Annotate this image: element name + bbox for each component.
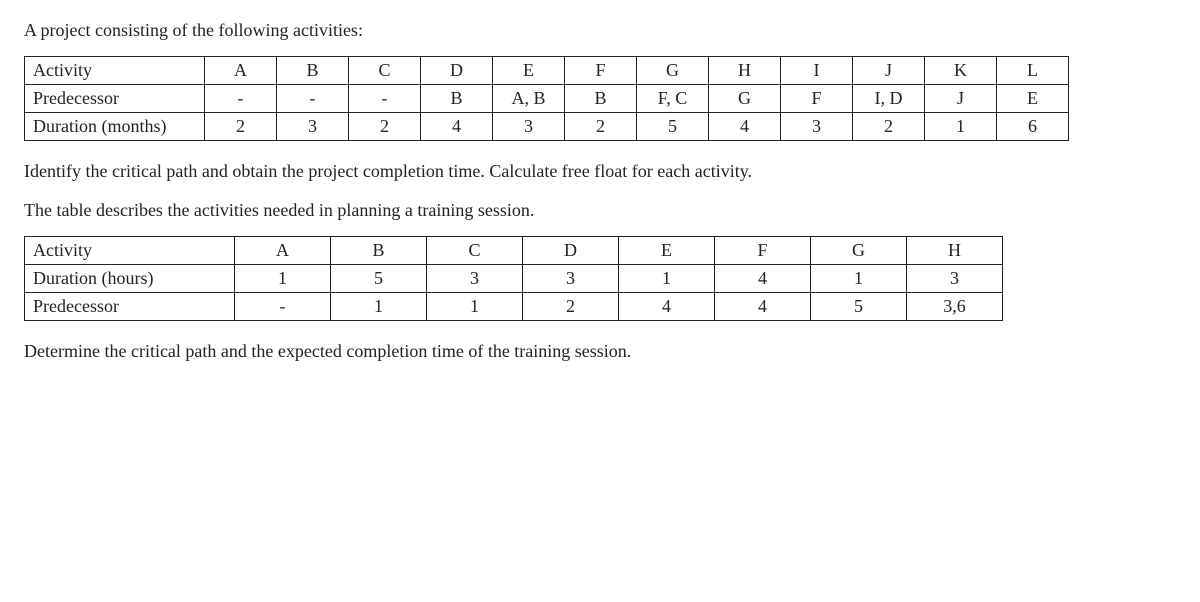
cell: 3 xyxy=(781,113,853,141)
cell: G xyxy=(709,85,781,113)
cell: B xyxy=(565,85,637,113)
cell: F xyxy=(715,236,811,264)
activities-table-2: Activity A B C D E F G H Duration (hours… xyxy=(24,236,1003,321)
cell: 4 xyxy=(715,292,811,320)
cell: K xyxy=(925,57,997,85)
activities-table-1: Activity A B C D E F G H I J K L Predece… xyxy=(24,56,1069,141)
cell: E xyxy=(493,57,565,85)
table-row: Duration (hours) 1 5 3 3 1 4 1 3 xyxy=(25,264,1003,292)
cell: A xyxy=(235,236,331,264)
cell: B xyxy=(421,85,493,113)
cell: E xyxy=(619,236,715,264)
cell: 3,6 xyxy=(907,292,1003,320)
cell: F xyxy=(565,57,637,85)
cell: B xyxy=(277,57,349,85)
cell: - xyxy=(235,292,331,320)
intro-text: A project consisting of the following ac… xyxy=(24,18,1176,42)
cell: J xyxy=(925,85,997,113)
cell: - xyxy=(205,85,277,113)
cell: 2 xyxy=(853,113,925,141)
cell: 4 xyxy=(421,113,493,141)
row-label: Activity xyxy=(25,57,205,85)
cell: F, C xyxy=(637,85,709,113)
row-label: Duration (months) xyxy=(25,113,205,141)
intro-text-2: The table describes the activities neede… xyxy=(24,198,1176,222)
cell: - xyxy=(349,85,421,113)
cell: E xyxy=(997,85,1069,113)
cell: 1 xyxy=(925,113,997,141)
row-label: Predecessor xyxy=(25,292,235,320)
table-row: Duration (months) 2 3 2 4 3 2 5 4 3 2 1 … xyxy=(25,113,1069,141)
cell: 2 xyxy=(523,292,619,320)
cell: A xyxy=(205,57,277,85)
cell: 3 xyxy=(907,264,1003,292)
cell: 2 xyxy=(349,113,421,141)
cell: 5 xyxy=(811,292,907,320)
table-row: Predecessor - - - B A, B B F, C G F I, D… xyxy=(25,85,1069,113)
cell: 6 xyxy=(997,113,1069,141)
row-label: Duration (hours) xyxy=(25,264,235,292)
cell: C xyxy=(349,57,421,85)
cell: 5 xyxy=(331,264,427,292)
cell: B xyxy=(331,236,427,264)
cell: C xyxy=(427,236,523,264)
cell: 3 xyxy=(493,113,565,141)
cell: J xyxy=(853,57,925,85)
cell: 3 xyxy=(523,264,619,292)
cell: - xyxy=(277,85,349,113)
cell: 3 xyxy=(277,113,349,141)
cell: F xyxy=(781,85,853,113)
cell: 1 xyxy=(619,264,715,292)
table-row: Activity A B C D E F G H I J K L xyxy=(25,57,1069,85)
cell: H xyxy=(907,236,1003,264)
cell: 4 xyxy=(715,264,811,292)
table-row: Predecessor - 1 1 2 4 4 5 3,6 xyxy=(25,292,1003,320)
table-row: Activity A B C D E F G H xyxy=(25,236,1003,264)
cell: I xyxy=(781,57,853,85)
cell: 3 xyxy=(427,264,523,292)
cell: G xyxy=(637,57,709,85)
row-label: Predecessor xyxy=(25,85,205,113)
cell: 1 xyxy=(331,292,427,320)
cell: L xyxy=(997,57,1069,85)
cell: G xyxy=(811,236,907,264)
cell: 2 xyxy=(565,113,637,141)
question-text-1: Identify the critical path and obtain th… xyxy=(24,159,924,183)
question-text-2: Determine the critical path and the expe… xyxy=(24,339,1176,363)
cell: D xyxy=(523,236,619,264)
cell: H xyxy=(709,57,781,85)
cell: I, D xyxy=(853,85,925,113)
cell: A, B xyxy=(493,85,565,113)
cell: 1 xyxy=(427,292,523,320)
cell: 4 xyxy=(619,292,715,320)
row-label: Activity xyxy=(25,236,235,264)
cell: 1 xyxy=(235,264,331,292)
cell: 1 xyxy=(811,264,907,292)
cell: 5 xyxy=(637,113,709,141)
cell: D xyxy=(421,57,493,85)
cell: 2 xyxy=(205,113,277,141)
cell: 4 xyxy=(709,113,781,141)
